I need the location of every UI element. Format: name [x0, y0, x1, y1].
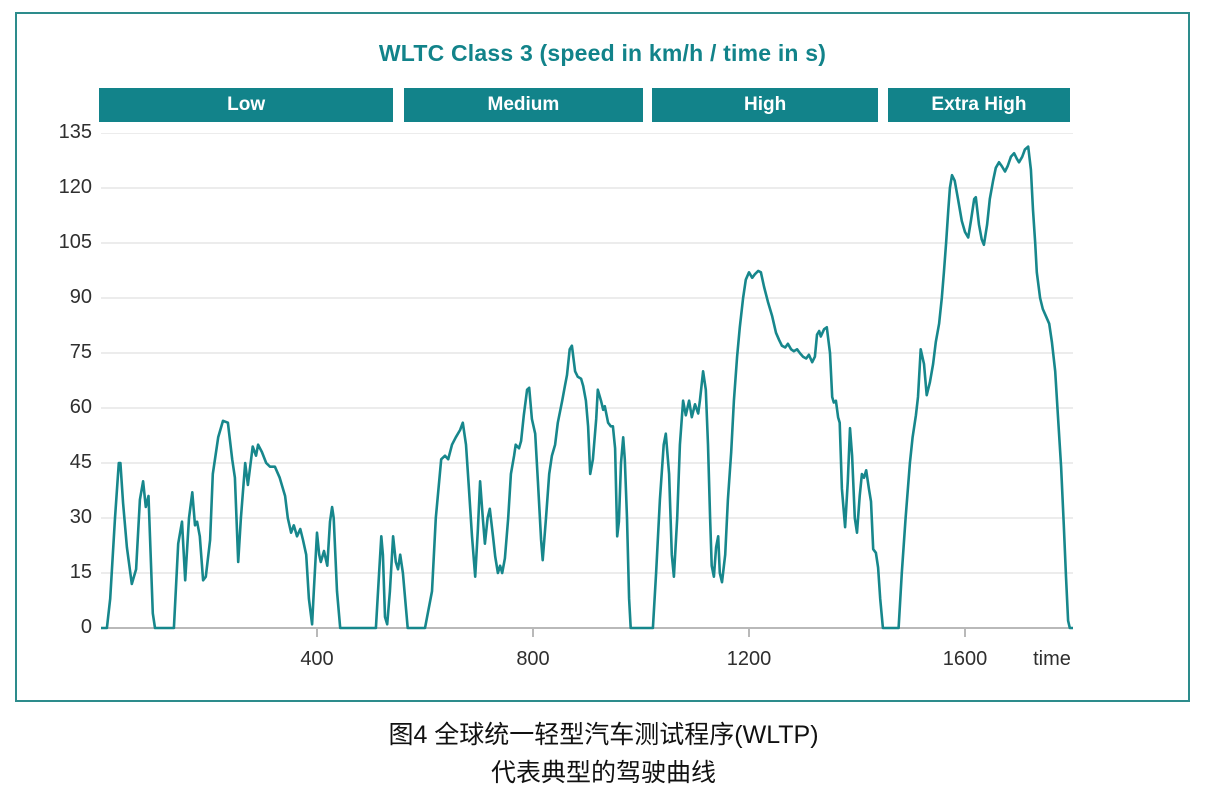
y-axis-tick-label-60: 60 — [69, 396, 92, 418]
phase-bar-high: High — [651, 88, 879, 122]
figure-caption: 图4 全球统一轻型汽车测试程序(WLTP) 代表典型的驾驶曲线 — [0, 716, 1207, 792]
y-axis-tick-label-75: 75 — [69, 341, 92, 363]
x-axis-tick-label-800: 800 — [516, 648, 550, 670]
chart-title: WLTC Class 3 (speed in km/h / time in s) — [378, 40, 827, 66]
y-axis-tick-label-0: 0 — [80, 616, 92, 638]
y-axis-tick-label-105: 105 — [58, 231, 92, 253]
y-axis-tick-label-90: 90 — [69, 286, 92, 308]
speed-curve — [101, 145, 1073, 630]
phase-bar-extra-high: Extra High — [887, 88, 1070, 122]
x-axis-tick-label-1200: 1200 — [726, 648, 772, 670]
figure-frame — [15, 12, 1190, 702]
time-axis-label: time — [1033, 648, 1071, 670]
y-axis-tick-label-120: 120 — [58, 176, 92, 198]
y-axis-tick-label-135: 135 — [58, 121, 92, 143]
y-axis-tick-label-15: 15 — [69, 561, 92, 583]
y-axis-tick-label-30: 30 — [69, 506, 92, 528]
phase-bar-medium: Medium — [404, 88, 643, 122]
figure-caption-line-1: 图4 全球统一轻型汽车测试程序(WLTP) — [388, 721, 819, 749]
figure-caption-line-2: 代表典型的驾驶曲线 — [490, 759, 716, 787]
wltc-speed-chart — [101, 133, 1073, 637]
x-axis-tick-label-1600: 1600 — [942, 648, 988, 670]
phase-bar-low: Low — [99, 88, 394, 122]
x-axis-tick-label-400: 400 — [300, 648, 334, 670]
y-axis-tick-label-45: 45 — [69, 451, 92, 473]
